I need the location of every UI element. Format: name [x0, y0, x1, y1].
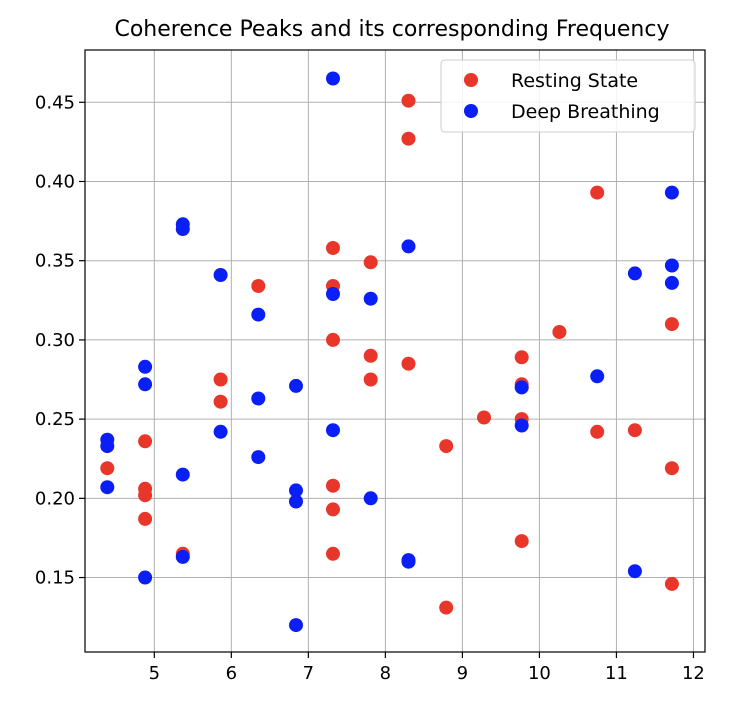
point-resting-state: [439, 439, 454, 454]
point-resting-state: [326, 241, 340, 255]
y-tick-label: 0.20: [35, 488, 75, 509]
point-resting-state: [251, 279, 266, 293]
chart-title: Coherence Peaks and its corresponding Fr…: [114, 17, 669, 42]
point-deep-breathing: [664, 258, 679, 273]
point-deep-breathing: [175, 467, 190, 482]
point-resting-state: [100, 461, 115, 476]
legend-marker: [464, 73, 478, 87]
point-resting-state: [439, 600, 454, 615]
y-tick-label: 0.40: [35, 171, 75, 192]
point-deep-breathing: [627, 564, 642, 579]
point-resting-state: [363, 372, 378, 387]
legend-marker: [464, 104, 478, 118]
axis-ticks: 5 6 7 8 9 10 11 12 0.15 0.20 0.25 0.30 0.35 0.40 0.45: [35, 92, 705, 684]
point-deep-breathing: [590, 369, 605, 384]
point-deep-breathing: [514, 418, 529, 433]
legend-label: Deep Breathing: [511, 101, 660, 123]
point-deep-breathing: [326, 287, 340, 301]
legend: Resting State Deep Breathing: [440, 59, 696, 133]
x-tick-label: 7: [303, 663, 314, 684]
point-resting-state: [138, 434, 153, 449]
point-resting-state: [477, 410, 491, 425]
y-tick-label: 0.35: [35, 251, 75, 272]
legend-box: [440, 59, 696, 133]
point-resting-state: [627, 423, 642, 438]
x-tick-label: 12: [682, 663, 705, 684]
point-deep-breathing: [363, 491, 378, 506]
point-resting-state: [514, 350, 529, 365]
point-resting-state: [664, 576, 679, 591]
x-tick-label: 5: [149, 663, 160, 684]
grid: [85, 50, 705, 652]
point-deep-breathing: [289, 494, 303, 509]
point-deep-breathing: [213, 424, 228, 439]
point-deep-breathing: [289, 618, 303, 633]
x-tick-label: 10: [528, 663, 551, 684]
data-points: [100, 71, 679, 633]
point-resting-state: [590, 424, 605, 439]
point-deep-breathing: [100, 480, 115, 495]
point-resting-state: [401, 93, 416, 108]
point-deep-breathing: [175, 222, 190, 236]
point-deep-breathing: [514, 380, 529, 395]
point-resting-state: [664, 461, 679, 476]
point-deep-breathing: [289, 483, 303, 498]
x-tick-label: 6: [226, 663, 237, 684]
point-deep-breathing: [326, 423, 340, 438]
point-deep-breathing: [664, 185, 679, 200]
point-resting-state: [138, 488, 153, 503]
point-deep-breathing: [251, 391, 266, 406]
point-resting-state: [363, 255, 378, 270]
point-deep-breathing: [664, 275, 679, 290]
point-deep-breathing: [401, 239, 416, 254]
point-deep-breathing: [213, 268, 228, 282]
point-resting-state: [552, 325, 567, 339]
point-resting-state: [590, 185, 605, 200]
point-resting-state: [138, 511, 153, 526]
point-resting-state: [326, 478, 340, 493]
point-deep-breathing: [138, 377, 153, 392]
point-deep-breathing: [138, 570, 153, 585]
point-resting-state: [363, 348, 378, 363]
point-resting-state: [401, 356, 416, 371]
x-tick-label: 9: [457, 663, 468, 684]
point-resting-state: [326, 546, 340, 561]
point-deep-breathing: [363, 291, 378, 306]
y-tick-label: 0.45: [35, 92, 75, 113]
point-deep-breathing: [138, 359, 153, 374]
point-resting-state: [664, 317, 679, 332]
point-deep-breathing: [326, 71, 340, 86]
y-tick-label: 0.25: [35, 409, 75, 430]
legend-label: Resting State: [511, 70, 638, 92]
point-deep-breathing: [100, 439, 115, 454]
x-tick-label: 11: [605, 663, 628, 684]
plot-frame: [84, 49, 706, 653]
point-deep-breathing: [289, 378, 303, 393]
point-resting-state: [401, 131, 416, 146]
point-deep-breathing: [251, 450, 266, 465]
point-resting-state: [213, 394, 228, 409]
point-resting-state: [213, 372, 228, 387]
y-tick-label: 0.30: [35, 330, 75, 351]
point-deep-breathing: [175, 549, 190, 564]
point-deep-breathing: [251, 307, 266, 322]
point-resting-state: [514, 534, 529, 549]
point-resting-state: [326, 502, 340, 517]
point-deep-breathing: [627, 266, 642, 281]
point-resting-state: [326, 332, 340, 347]
y-tick-label: 0.15: [35, 568, 75, 589]
x-tick-label: 8: [380, 663, 391, 684]
point-deep-breathing: [401, 554, 416, 569]
